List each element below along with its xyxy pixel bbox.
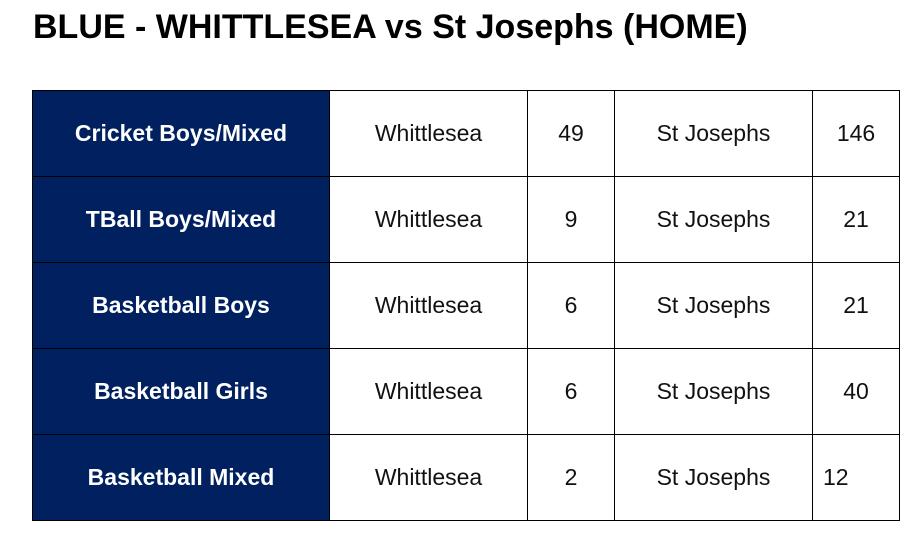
home-team-cell: Whittlesea (329, 434, 528, 521)
sport-cell: Basketball Boys (32, 262, 330, 349)
home-team-cell: Whittlesea (329, 262, 528, 349)
home-team-cell: Whittlesea (329, 176, 528, 263)
home-team-cell: Whittlesea (329, 348, 528, 435)
home-score-cell: 6 (527, 262, 615, 349)
away-team-cell: St Josephs (614, 434, 813, 521)
table-row: Basketball Boys Whittlesea 6 St Josephs 21 (32, 262, 900, 349)
table-row: TBall Boys/Mixed Whittlesea 9 St Josephs 21 (32, 176, 900, 263)
home-score-cell: 6 (527, 348, 615, 435)
title: BLUE - WHITTLESEA vs St Josephs (HOME) (33, 8, 748, 46)
away-score-cell: 40 (812, 348, 900, 435)
sport-cell: Basketball Mixed (32, 434, 330, 521)
away-team-cell: St Josephs (614, 262, 813, 349)
table-row: Basketball Mixed Whittlesea 2 St Josephs 12 (32, 434, 900, 521)
away-team-cell: St Josephs (614, 90, 813, 177)
home-score-cell: 9 (527, 176, 615, 263)
table-body: Cricket Boys/Mixed Whittlesea 49 St Josephs… (32, 90, 900, 521)
away-team-cell: St Josephs (614, 348, 813, 435)
home-team-cell: Whittlesea (329, 90, 528, 177)
home-score-cell: 49 (527, 90, 615, 177)
away-score-cell: 21 (812, 262, 900, 349)
sport-cell: Basketball Girls (32, 348, 330, 435)
away-team-cell: St Josephs (614, 176, 813, 263)
away-score-cell: 21 (812, 176, 900, 263)
table-row: Basketball Girls Whittlesea 6 St Josephs 40 (32, 348, 900, 435)
home-score-cell: 2 (527, 434, 615, 521)
table-row: Cricket Boys/Mixed Whittlesea 49 St Josephs… (32, 90, 900, 177)
sport-cell: TBall Boys/Mixed (32, 176, 330, 263)
away-score-cell: 146 (812, 90, 900, 177)
results-table: Cricket Boys/Mixed Whittlesea 49 St Josephs… (32, 90, 900, 521)
away-score-cell: 12 (812, 434, 900, 521)
sport-cell: Cricket Boys/Mixed (32, 90, 330, 177)
